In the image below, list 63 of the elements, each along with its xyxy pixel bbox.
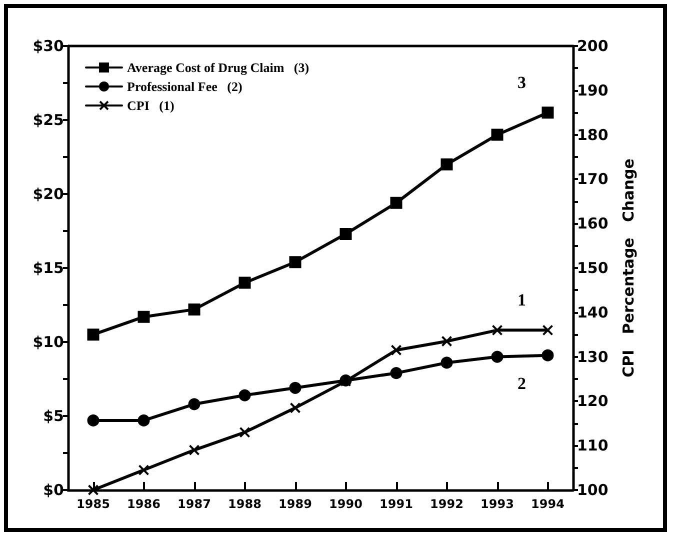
y-tick-label: $10 (32, 333, 64, 351)
y2-tick-label: 200 (577, 37, 608, 55)
legend-label: CPI (1) (127, 98, 174, 113)
point (492, 324, 503, 336)
y2-tick-label: 170 (577, 170, 608, 188)
point (138, 464, 150, 476)
x-tick-label: 1991 (380, 497, 413, 511)
point (88, 484, 99, 496)
point (390, 196, 402, 209)
y-tick-label: $30 (32, 37, 64, 55)
y2-tick-label: 130 (577, 348, 608, 366)
x-tick-label: 1992 (430, 497, 464, 511)
y-tick-label: $0 (43, 481, 64, 499)
point (188, 444, 200, 456)
legend-label: Average Cost of Drug Claim (3) (127, 60, 310, 75)
point (239, 426, 250, 438)
legend-label: Professional Fee (2) (127, 79, 242, 94)
y-tick-label: $15 (32, 259, 64, 277)
y2-tick-label: 160 (577, 214, 608, 233)
point (138, 310, 150, 323)
x-tick-label: 1986 (127, 497, 160, 511)
y-tick-label: $25 (32, 111, 64, 129)
point (238, 276, 251, 289)
point (138, 414, 150, 426)
point (542, 349, 554, 362)
y2-tick-label: 100 (577, 481, 608, 499)
point (238, 389, 251, 402)
point (542, 106, 554, 119)
y2-tick-label: 180 (577, 126, 608, 144)
point (87, 328, 100, 341)
point (542, 324, 554, 336)
point (390, 367, 402, 380)
y-tick-label: $20 (32, 185, 64, 203)
annotation: 2 (518, 374, 526, 393)
point (87, 414, 100, 426)
point (188, 398, 200, 410)
y2-tick-label: 120 (577, 392, 608, 410)
point (188, 303, 200, 316)
annotation: 1 (518, 290, 526, 310)
x-tick-label: 1988 (228, 497, 262, 511)
point (290, 402, 301, 414)
x-tick-label: 1985 (76, 497, 110, 511)
point (441, 336, 452, 347)
point (491, 128, 504, 141)
y2-tick-label: 110 (577, 436, 608, 455)
point (340, 228, 352, 240)
y2-axis-title: CPI Percentage Change (620, 158, 638, 378)
x-tick-label: 1994 (531, 497, 564, 511)
y2-tick-label: 140 (577, 303, 608, 322)
point (289, 382, 302, 394)
y-tick-label: $5 (43, 407, 64, 425)
x-tick-label: 1989 (278, 497, 312, 511)
point (390, 344, 402, 356)
point (440, 356, 453, 369)
y2-tick-label: 150 (577, 259, 608, 277)
annotation: 3 (518, 73, 526, 92)
point (491, 350, 504, 363)
x-tick-label: 1993 (480, 497, 514, 511)
point (440, 158, 453, 170)
x-tick-label: 1990 (329, 497, 362, 511)
y2-tick-label: 190 (577, 81, 608, 100)
x-tick-label: 1987 (178, 497, 211, 511)
point (289, 256, 302, 268)
